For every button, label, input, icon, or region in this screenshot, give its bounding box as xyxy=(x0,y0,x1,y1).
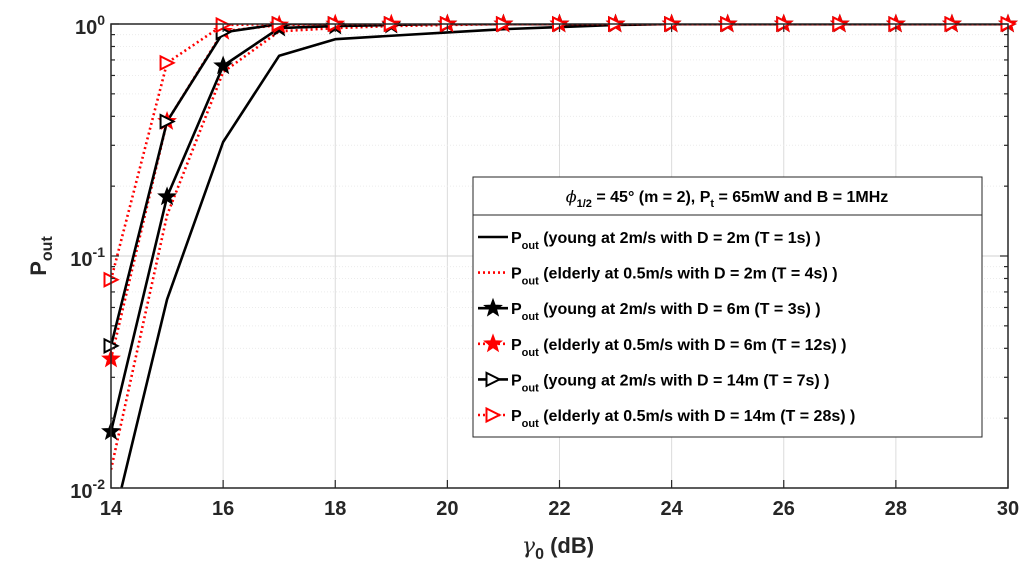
x-axis-label-symbol: γ xyxy=(522,534,536,559)
legend-title-phi: ϕ xyxy=(566,187,577,206)
series-line-3 xyxy=(111,24,1008,432)
legend-marker-4 xyxy=(483,333,503,353)
legend-label-4: Pout (elderly at 0.5m/s with D = 6m (T =… xyxy=(511,337,846,359)
data-point-series-3 xyxy=(157,186,177,206)
legend-title-part2: = 65mW and B = 1MHz xyxy=(714,189,888,206)
legend-entries: Pout (young at 2m/s with D = 2m (T = 1s)… xyxy=(478,230,855,430)
y-axis-label: Pout xyxy=(26,236,56,276)
legend-marker-3 xyxy=(483,297,503,317)
x-tick-label: 18 xyxy=(324,498,346,520)
axis-tick-marks xyxy=(110,23,1009,489)
legend-title-box xyxy=(472,176,983,216)
x-tick-label: 26 xyxy=(773,498,795,520)
legend-title-pt-sub: t xyxy=(710,198,714,210)
x-tick-label: 28 xyxy=(885,498,907,520)
x-tick-label: 24 xyxy=(661,498,684,520)
y-tick-label: 10-2 xyxy=(70,476,105,503)
legend-label-3: Pout (young at 2m/s with D = 6m (T = 3s)… xyxy=(511,301,821,323)
x-tick-label: 30 xyxy=(997,498,1019,520)
legend-marker-6 xyxy=(485,406,502,424)
x-axis-label-unit: (dB) xyxy=(544,533,594,558)
data-point-series-3 xyxy=(213,55,234,75)
x-tick-label: 22 xyxy=(548,498,570,520)
data-point-series-5 xyxy=(159,113,176,130)
legend-title-part1: = 45° (m = 2), P xyxy=(592,189,711,206)
data-point-series-6 xyxy=(159,54,176,71)
x-tick-label: 20 xyxy=(436,498,458,520)
legend-marker-5 xyxy=(485,371,502,388)
legend: ϕ1/2 = 45° (m = 2), Pt = 65mW and B = 1M… xyxy=(472,176,983,438)
legend-label-1: Pout (young at 2m/s with D = 2m (T = 1s)… xyxy=(511,230,821,252)
legend-label-6: Pout (elderly at 0.5m/s with D = 14m (T … xyxy=(511,408,855,430)
y-axis-label-main: P xyxy=(26,261,51,276)
x-tick-label: 16 xyxy=(212,498,234,520)
legend-label-2: Pout (elderly at 0.5m/s with D = 2m (T =… xyxy=(511,266,838,288)
y-axis-label-sub: out xyxy=(39,236,56,262)
x-axis-label-sub: 0 xyxy=(535,546,544,563)
legend-label-5: Pout (young at 2m/s with D = 14m (T = 7s… xyxy=(511,372,830,394)
x-axis-label: γ0 (dB) xyxy=(522,533,594,563)
series-line-5 xyxy=(111,24,1008,347)
y-tick-label: 10-1 xyxy=(70,244,105,271)
legend-title-phi-sub: 1/2 xyxy=(577,198,592,210)
x-tick-label: 14 xyxy=(100,498,123,520)
x-tick-labels: 14 16 18 20 22 24 26 28 30 xyxy=(100,498,1019,520)
y-tick-label: 100 xyxy=(75,12,105,39)
y-tick-labels: 100 10-1 10-2 xyxy=(70,12,105,503)
series-line-2 xyxy=(111,24,1008,470)
legend-entries-box xyxy=(472,214,983,438)
legend-title: ϕ1/2 = 45° (m = 2), Pt = 65mW and B = 1M… xyxy=(566,187,889,210)
